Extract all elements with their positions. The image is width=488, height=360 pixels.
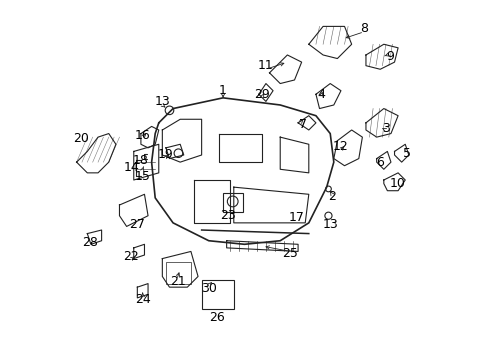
Text: 15: 15 bbox=[135, 170, 150, 183]
Text: 7: 7 bbox=[299, 118, 307, 131]
Text: 9: 9 bbox=[386, 50, 393, 63]
Text: 4: 4 bbox=[317, 88, 325, 101]
Bar bbox=[165, 262, 190, 284]
Text: 26: 26 bbox=[209, 311, 224, 324]
Text: 28: 28 bbox=[82, 236, 98, 249]
Text: 13: 13 bbox=[322, 218, 337, 231]
Text: 22: 22 bbox=[123, 250, 139, 263]
Text: 23: 23 bbox=[220, 209, 236, 222]
Text: 8: 8 bbox=[360, 22, 367, 35]
Text: 3: 3 bbox=[381, 122, 389, 135]
Bar bbox=[223, 193, 242, 212]
Text: 12: 12 bbox=[332, 140, 348, 153]
Text: 21: 21 bbox=[170, 275, 186, 288]
Text: 6: 6 bbox=[376, 156, 384, 168]
Text: 2: 2 bbox=[327, 190, 335, 203]
Text: 1: 1 bbox=[219, 84, 226, 97]
Text: 16: 16 bbox=[135, 129, 150, 142]
Bar bbox=[201, 280, 233, 309]
Text: 5: 5 bbox=[402, 147, 410, 160]
Text: 24: 24 bbox=[135, 293, 150, 306]
Text: 20: 20 bbox=[73, 132, 89, 145]
Text: 25: 25 bbox=[282, 247, 298, 260]
Text: 30: 30 bbox=[201, 283, 216, 296]
Text: 19: 19 bbox=[157, 148, 173, 162]
Text: 27: 27 bbox=[129, 218, 145, 231]
Text: 18: 18 bbox=[133, 154, 148, 167]
Text: 14: 14 bbox=[124, 161, 140, 174]
Text: 29: 29 bbox=[254, 88, 270, 101]
Text: 11: 11 bbox=[258, 59, 273, 72]
Text: 13: 13 bbox=[154, 95, 170, 108]
Text: 17: 17 bbox=[288, 211, 304, 224]
Text: 10: 10 bbox=[389, 177, 405, 190]
